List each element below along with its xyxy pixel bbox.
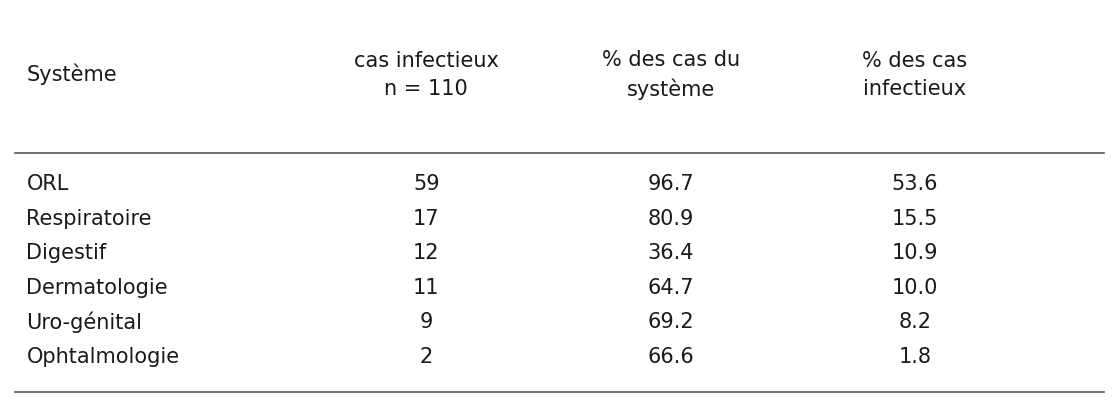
Text: Ophtalmologie: Ophtalmologie [27, 347, 179, 367]
Text: 10.9: 10.9 [892, 243, 938, 263]
Text: Uro-génital: Uro-génital [27, 312, 142, 333]
Text: 69.2: 69.2 [647, 312, 694, 332]
Text: % des cas
infectieux: % des cas infectieux [863, 51, 968, 99]
Text: 64.7: 64.7 [647, 278, 694, 298]
Text: 10.0: 10.0 [892, 278, 938, 298]
Text: 36.4: 36.4 [647, 243, 694, 263]
Text: ORL: ORL [27, 174, 68, 194]
Text: 1.8: 1.8 [899, 347, 931, 367]
Text: Système: Système [27, 64, 117, 86]
Text: 2: 2 [420, 347, 433, 367]
Text: 59: 59 [413, 174, 440, 194]
Text: 66.6: 66.6 [647, 347, 694, 367]
Text: 53.6: 53.6 [892, 174, 938, 194]
Text: 8.2: 8.2 [899, 312, 931, 332]
Text: 9: 9 [420, 312, 433, 332]
Text: Respiratoire: Respiratoire [27, 209, 152, 229]
Text: 96.7: 96.7 [647, 174, 694, 194]
Text: 17: 17 [413, 209, 440, 229]
Text: % des cas du
système: % des cas du système [602, 50, 740, 100]
Text: 12: 12 [413, 243, 440, 263]
Text: 15.5: 15.5 [892, 209, 938, 229]
Text: 11: 11 [413, 278, 440, 298]
Text: Dermatologie: Dermatologie [27, 278, 168, 298]
Text: Digestif: Digestif [27, 243, 106, 263]
Text: cas infectieux
n = 110: cas infectieux n = 110 [354, 51, 499, 99]
Text: 80.9: 80.9 [648, 209, 694, 229]
